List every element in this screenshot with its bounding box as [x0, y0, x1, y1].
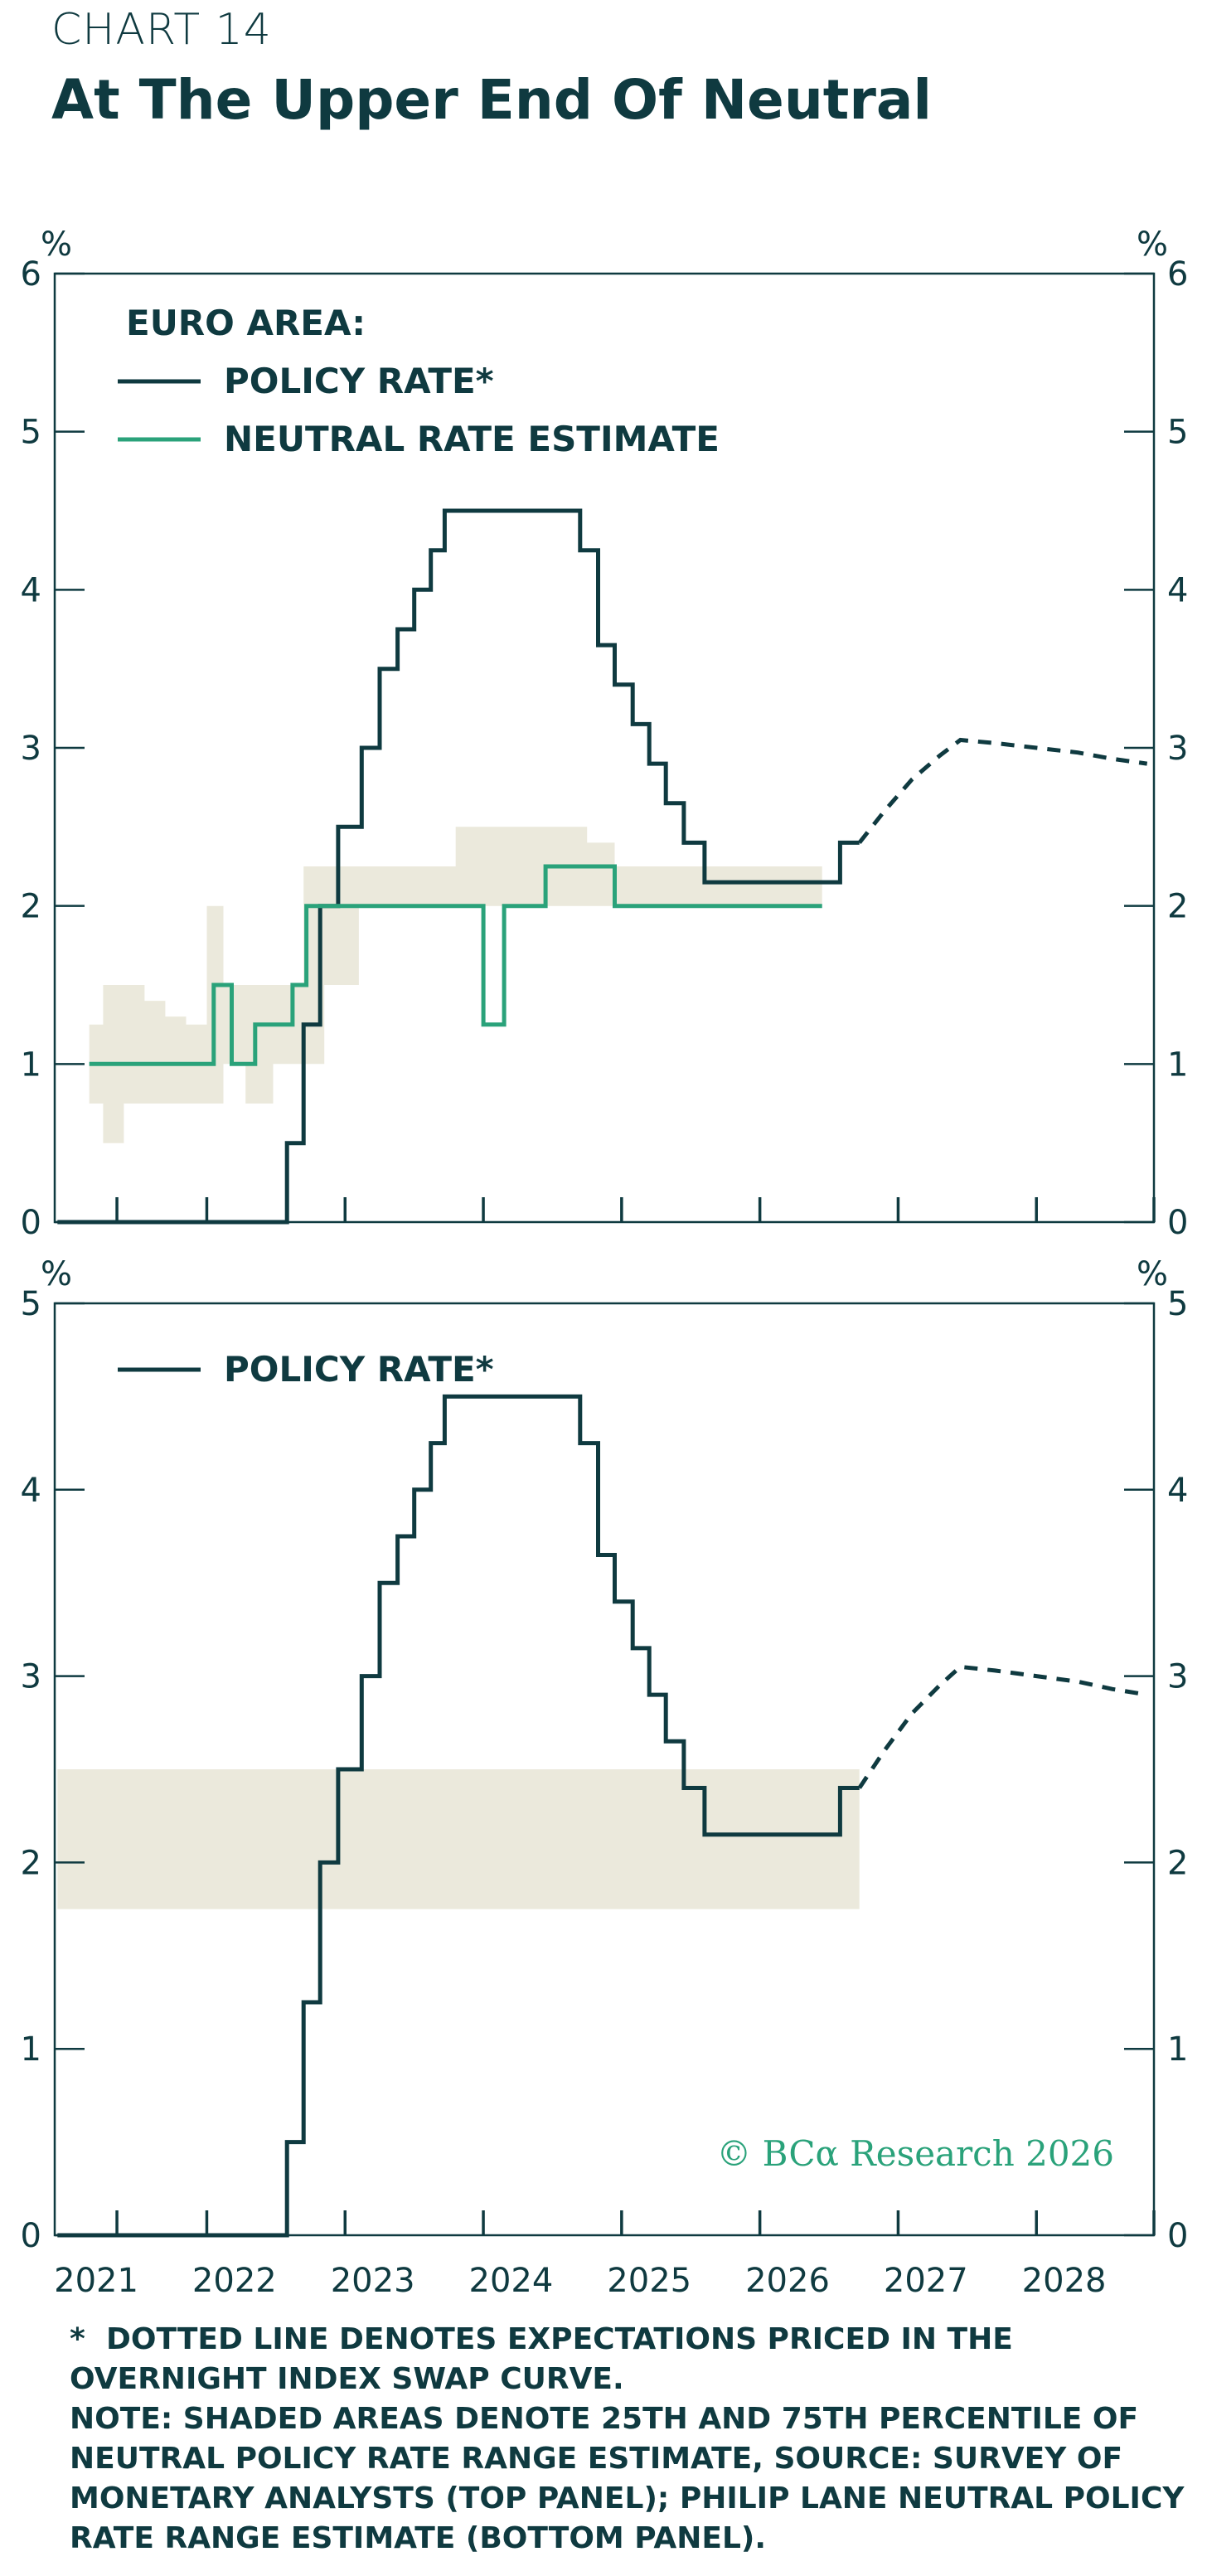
policy-rate-line — [57, 1394, 860, 2238]
x-tick-label: 2024 — [469, 2262, 554, 2300]
legend-label-policy-rate: POLICY RATE* — [224, 361, 494, 401]
y-unit-left: % — [41, 1255, 72, 1293]
y-unit-right: % — [1137, 1255, 1168, 1293]
x-tick-label: 2025 — [607, 2262, 691, 2300]
y-tick-label-right: 2 — [1167, 1844, 1188, 1882]
footnote-star-symbol: * — [70, 2322, 85, 2356]
y-tick-label-left: 0 — [21, 1204, 41, 1242]
chart-title: At The Upper End Of Neutral — [51, 68, 933, 132]
chart-label: CHART 14 — [51, 5, 272, 55]
x-tick-label: 2027 — [884, 2262, 968, 2300]
legend-title: EURO AREA: — [126, 303, 366, 343]
plot-frame — [53, 1302, 1156, 2237]
y-tick-label-right: 0 — [1167, 1204, 1188, 1242]
y-tick-label-left: 6 — [21, 255, 41, 293]
y-tick-label-left: 1 — [21, 2030, 41, 2069]
y-tick-label-left: 3 — [21, 1658, 41, 1696]
neutral-rate-range-band — [57, 1769, 860, 1909]
x-tick-label: 2026 — [745, 2262, 830, 2300]
y-tick-label-right: 4 — [1167, 571, 1188, 609]
y-tick-label-left: 2 — [21, 1844, 41, 1882]
y-tick-label-left: 3 — [21, 730, 41, 768]
footnotes: * DOTTED LINE DENOTES EXPECTATIONS PRICED… — [70, 2320, 1197, 2559]
neutral-rate-range-band — [89, 827, 822, 1143]
x-tick-label: 2022 — [192, 2262, 277, 2300]
chart-figure: 0 0 1 1 2 2 3 3 4 4 5 5 6 6% % EURO AREA: POLICY RATE* NE… — [21, 226, 1189, 2300]
x-tick-label: 2028 — [1022, 2262, 1107, 2300]
footnote-star-text: DOTTED LINE DENOTES EXPECTATIONS PRICED … — [70, 2322, 1013, 2396]
y-tick-label-right: 1 — [1167, 2030, 1188, 2069]
footnote-note: NOTE: SHADED AREAS DENOTE 25TH AND 75TH … — [70, 2402, 1185, 2555]
legend-label-policy-rate: POLICY RATE* — [224, 1349, 494, 1390]
y-tick-label-right: 3 — [1167, 730, 1188, 768]
y-tick-label-left: 5 — [21, 414, 41, 452]
y-unit-left: % — [41, 226, 72, 264]
policy-rate-expectations-line — [857, 737, 1148, 844]
y-tick-label-left: 5 — [21, 1285, 41, 1323]
y-tick-label-left: 2 — [21, 888, 41, 926]
y-tick-label-right: 5 — [1167, 1285, 1188, 1323]
y-tick-label-left: 4 — [21, 1472, 41, 1510]
y-tick-label-left: 4 — [21, 571, 41, 609]
policy-rate-expectations-line — [857, 1664, 1148, 1789]
y-tick-label-right: 4 — [1167, 1472, 1188, 1510]
legend-label-neutral-rate: NEUTRAL RATE ESTIMATE — [224, 419, 720, 459]
y-tick-label-right: 5 — [1167, 414, 1188, 452]
chart-panel-top: 0 0 1 1 2 2 3 3 4 4 5 5 6 6% % EURO AREA: POLICY RATE* NE… — [21, 226, 1189, 1242]
y-unit-right: % — [1137, 226, 1168, 264]
y-tick-label-right: 0 — [1167, 2217, 1188, 2255]
y-tick-label-right: 6 — [1167, 255, 1188, 293]
y-tick-label-right: 2 — [1167, 888, 1188, 926]
y-tick-label-left: 1 — [21, 1045, 41, 1084]
footnote-star: * DOTTED LINE DENOTES EXPECTATIONS PRICED… — [70, 2320, 1197, 2399]
copyright-text: © BCα Research 2026 — [716, 2133, 1114, 2174]
x-tick-label: 2021 — [54, 2262, 138, 2300]
y-tick-label-right: 3 — [1167, 1658, 1188, 1696]
x-tick-label: 2023 — [331, 2262, 415, 2300]
neutral-rate-line — [89, 864, 822, 1066]
y-tick-label-left: 0 — [21, 2217, 41, 2255]
y-tick-label-right: 1 — [1167, 1045, 1188, 1084]
chart-panel-bottom: 0 0 1 1 2 2 3 3 4 4 5 5% % 2021 2022 2023 2024 2025 2026 20… — [21, 1255, 1189, 2300]
